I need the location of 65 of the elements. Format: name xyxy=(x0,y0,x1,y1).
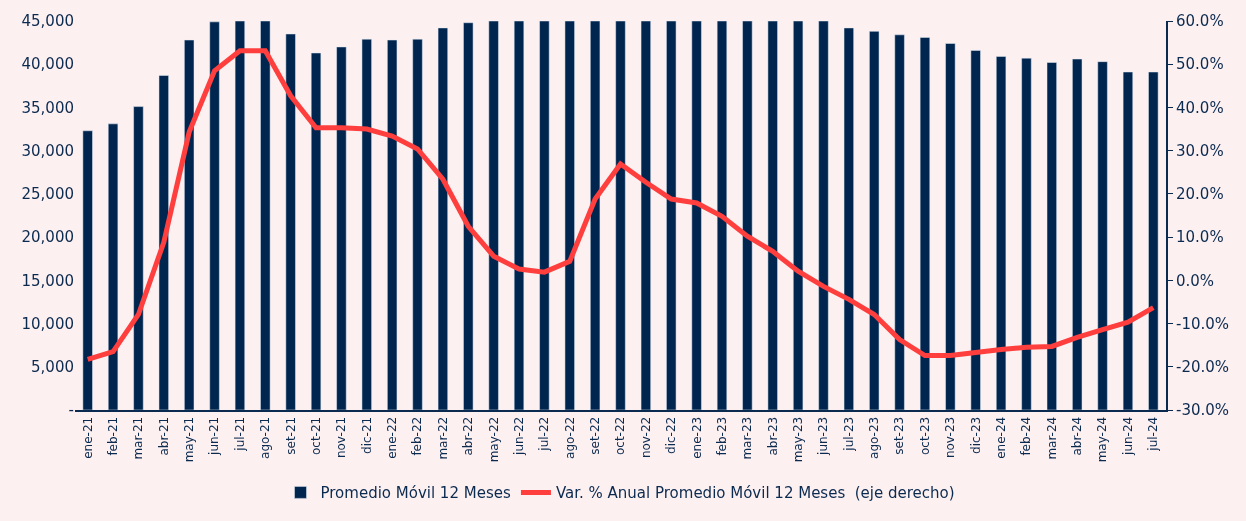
x-tick-label: ene-23 xyxy=(689,416,704,459)
y-tick-label: 5,000 xyxy=(31,358,74,377)
y-tick-label: 20,000 xyxy=(21,228,74,247)
y-tick-label: 25,000 xyxy=(21,185,74,204)
y2-tick-label: -10.0% xyxy=(1176,314,1230,333)
x-tick-label: nov-23 xyxy=(943,416,958,459)
x-tick-label: oct-22 xyxy=(613,416,628,456)
x-tick-label: set-21 xyxy=(283,416,298,455)
y-tick-label: - xyxy=(68,401,74,420)
y-tick-label: 15,000 xyxy=(21,271,74,290)
x-tick-label: jun-24 xyxy=(1120,416,1135,456)
y-tick-label: 40,000 xyxy=(21,55,74,74)
x-tick-label: set-22 xyxy=(588,416,603,455)
x-tick-label: nov-22 xyxy=(638,416,653,459)
x-tick-label: may-21 xyxy=(182,416,197,463)
x-tick-label: may-23 xyxy=(791,416,805,463)
legend-label: Promedio Móvil 12 Meses xyxy=(320,484,511,503)
x-tick-label: dic-21 xyxy=(359,416,374,454)
y-tick-label: 30,000 xyxy=(21,141,74,160)
x-tick-label: jul-24 xyxy=(1146,416,1161,452)
y2-tick-label: 50.0% xyxy=(1176,55,1224,74)
x-tick-label: may-24 xyxy=(1095,416,1110,463)
y2-tick-label: -30.0% xyxy=(1176,401,1230,420)
x-tick-label: mar-21 xyxy=(131,416,146,460)
x-tick-label: set-23 xyxy=(892,416,907,455)
x-tick-label: ene-22 xyxy=(385,416,400,459)
x-tick-label: feb-23 xyxy=(714,416,729,456)
x-tick-label: abr-23 xyxy=(765,416,780,456)
x-tick-label: nov-21 xyxy=(334,416,349,459)
x-tick-label: feb-21 xyxy=(105,416,120,456)
legend-label: Var. % Anual Promedio Móvil 12 Meses (eje derecho) xyxy=(555,484,955,503)
y-tick-label: 35,000 xyxy=(21,98,74,117)
x-tick-label: jun-21 xyxy=(207,416,222,456)
x-tick-label: jul-22 xyxy=(537,416,552,452)
y2-tick-label: 30.0% xyxy=(1176,141,1224,160)
x-tick-label: ago-22 xyxy=(562,416,577,459)
x-tick-label: abr-24 xyxy=(1070,416,1085,456)
y-tick-label: 45,000 xyxy=(21,12,74,31)
x-tick-label: feb-22 xyxy=(410,416,425,456)
x-tick-label: ago-21 xyxy=(258,416,273,459)
x-tick-label: jun-22 xyxy=(511,416,526,456)
x-tick-label: jun-23 xyxy=(816,416,831,456)
y2-tick-label: -20.0% xyxy=(1176,358,1230,377)
x-tick-label: feb-24 xyxy=(1019,416,1034,456)
y2-tick-label: 20.0% xyxy=(1176,185,1224,204)
x-tick-label: abr-21 xyxy=(156,416,171,456)
x-tick-label: ene-21 xyxy=(80,416,95,459)
x-tick-label: dic-23 xyxy=(968,416,983,454)
x-tick-label: oct-23 xyxy=(917,416,932,456)
x-tick-label: oct-21 xyxy=(308,416,323,456)
x-tick-label: mar-22 xyxy=(435,416,450,460)
x-tick-label: may-22 xyxy=(486,416,501,463)
x-tick-label: mar-24 xyxy=(1044,416,1059,460)
x-tick-label: dic-22 xyxy=(664,416,679,454)
y2-tick-label: 10.0% xyxy=(1176,228,1224,247)
x-tick-label: jul-21 xyxy=(232,416,247,452)
y-tick-label: 10,000 xyxy=(21,314,74,333)
y2-tick-label: 0.0% xyxy=(1176,271,1215,290)
y2-tick-label: 60.0% xyxy=(1176,12,1224,31)
x-tick-label: jul-23 xyxy=(841,416,856,452)
x-tick-label: abr-22 xyxy=(461,416,476,456)
y2-tick-label: 40.0% xyxy=(1176,98,1224,117)
x-tick-label: mar-23 xyxy=(740,416,755,460)
x-tick-label: ene-24 xyxy=(993,416,1008,459)
x-tick-label: ago-23 xyxy=(867,416,882,459)
